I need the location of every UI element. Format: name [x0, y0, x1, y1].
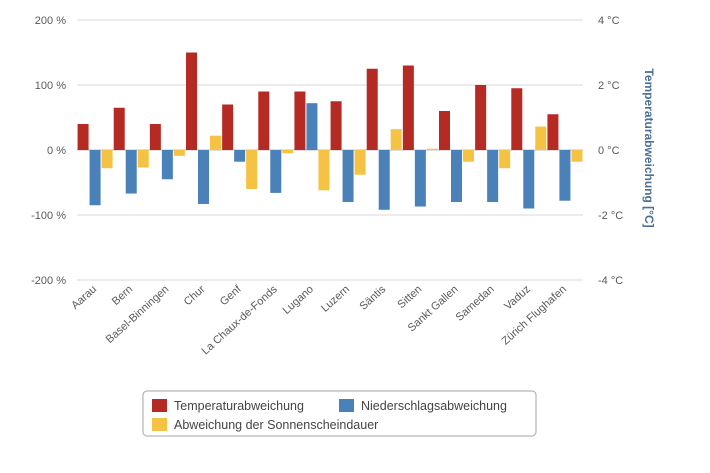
- right-tick-label: 4 °C: [598, 15, 620, 27]
- right-axis-title: Temperaturabweichung [°C]: [642, 68, 656, 227]
- sunshine-bar: [390, 129, 402, 150]
- temperature-bar: [294, 91, 306, 150]
- right-tick-label: 2 °C: [598, 80, 620, 92]
- temperature-bar: [547, 114, 559, 150]
- legend: Temperaturabweichung Niederschlagsabweic…: [142, 390, 537, 437]
- temperature-bar: [439, 111, 450, 150]
- sunshine-bar: [210, 135, 221, 150]
- left-tick-label: 0 %: [47, 145, 66, 157]
- bars: [77, 52, 583, 210]
- temperature-bar: [258, 91, 270, 150]
- right-tick-label: -2 °C: [598, 210, 623, 222]
- category-label: Vaduz: [502, 283, 533, 312]
- left-tick-label: 100 %: [35, 80, 66, 92]
- temperature-bar: [113, 107, 125, 150]
- sunshine-bar: [426, 148, 438, 150]
- precipitation-bar: [89, 150, 101, 206]
- sunshine-bar: [571, 150, 583, 162]
- sunshine-bar: [463, 150, 474, 162]
- sunshine-bar: [318, 150, 330, 191]
- sunshine-bar: [137, 150, 149, 168]
- sunshine-bar: [282, 150, 294, 154]
- sunshine-bar: [246, 150, 258, 189]
- legend-label-precipitation: Niederschlagsabweichung: [361, 399, 507, 413]
- temperature-bar: [149, 124, 161, 150]
- gridlines: [77, 19, 583, 281]
- category-label: Chur: [182, 283, 208, 308]
- sunshine-bar: [173, 150, 185, 156]
- sunshine-bar: [354, 150, 366, 175]
- legend-swatch-precipitation: [339, 399, 354, 412]
- left-tick-label: -200 %: [31, 275, 66, 287]
- temperature-bar: [330, 101, 342, 150]
- category-label: Lugano: [281, 283, 316, 316]
- sunshine-bar: [535, 126, 547, 150]
- legend-label-sunshine: Abweichung der Sonnenscheindauer: [174, 418, 378, 432]
- precipitation-bar: [270, 150, 282, 193]
- precipitation-bar: [161, 150, 173, 180]
- temperature-bar: [77, 124, 89, 150]
- legend-swatch-sunshine: [152, 418, 167, 431]
- category-label: Basel-Binningen: [104, 283, 172, 346]
- category-label: Zürich Flughafen: [500, 283, 569, 347]
- precipitation-bar: [487, 150, 499, 202]
- left-tick-label: -100 %: [31, 210, 66, 222]
- right-tick-label: 0 °C: [598, 145, 620, 157]
- precipitation-bar: [559, 150, 571, 201]
- precipitation-bar: [125, 150, 137, 194]
- precipitation-bar: [523, 150, 535, 209]
- legend-swatch-temperature: [152, 399, 167, 412]
- category-label: Säntis: [357, 283, 388, 313]
- precipitation-bar: [342, 150, 354, 202]
- temperature-bar: [475, 85, 487, 150]
- left-tick-label: 200 %: [35, 15, 66, 27]
- precipitation-bar: [234, 150, 246, 162]
- precipitation-bar: [451, 150, 462, 202]
- sunshine-bar: [101, 150, 113, 169]
- category-label: Aarau: [69, 283, 99, 312]
- precipitation-bar: [198, 150, 209, 204]
- left-axis-ticks: -200 % -100 % 0 % 100 % 200 %: [31, 15, 66, 287]
- category-label: Sitten: [395, 283, 424, 311]
- category-label: Luzern: [319, 283, 352, 314]
- temperature-bar: [366, 68, 378, 150]
- category-label: Genf: [218, 283, 244, 309]
- legend-label-temperature: Temperaturabweichung: [174, 399, 304, 413]
- precipitation-bar: [306, 103, 318, 150]
- category-label: Samedan: [454, 283, 497, 323]
- right-axis-ticks: -4 °C -2 °C 0 °C 2 °C 4 °C: [598, 15, 623, 287]
- precipitation-bar: [378, 150, 390, 210]
- sunshine-bar: [499, 150, 511, 169]
- temperature-bar: [402, 65, 414, 150]
- right-tick-label: -4 °C: [598, 275, 623, 287]
- category-label: Bern: [110, 283, 135, 307]
- temperature-bar: [186, 52, 197, 150]
- temperature-bar: [511, 88, 523, 150]
- temperature-bar: [222, 104, 234, 150]
- precipitation-bar: [414, 150, 426, 207]
- legend-box: [142, 390, 537, 437]
